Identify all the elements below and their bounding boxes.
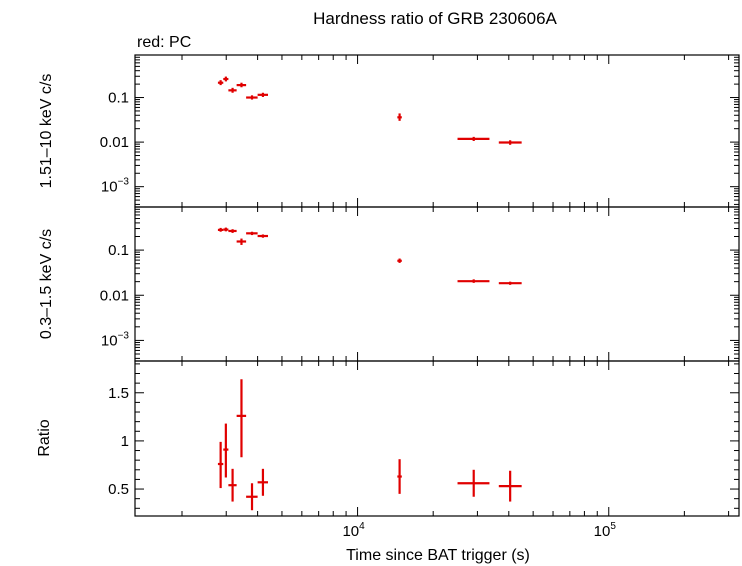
data-point — [246, 483, 258, 511]
panel-ratio: Ratio 0.5 1 1.5 — [36, 360, 740, 517]
data-point — [257, 234, 269, 238]
x-axis-label: Time since BAT trigger (s) — [346, 547, 530, 564]
data-point — [257, 92, 269, 97]
data-point — [246, 231, 258, 236]
chart-title: Hardness ratio of GRB 230606A — [313, 9, 557, 28]
data-point — [217, 441, 224, 489]
data-point — [246, 95, 258, 100]
y-tick-label: 0.01 — [100, 134, 129, 151]
data-point — [498, 140, 522, 145]
y-tick-label: 10−3 — [101, 330, 130, 349]
legend-note: red: PC — [137, 34, 191, 51]
data-point — [228, 87, 237, 93]
data-point — [457, 469, 490, 497]
y-tick-label: 0.5 — [108, 481, 129, 498]
y-tick-label: 0.1 — [108, 242, 129, 259]
data-point — [397, 113, 402, 121]
data-point — [397, 459, 402, 494]
x-tick-label: 104 — [342, 521, 365, 540]
x-tick-label: 105 — [594, 521, 617, 540]
data-point — [217, 80, 224, 86]
data-point — [217, 227, 224, 232]
data-point — [498, 470, 522, 502]
panel-soft-band: 0.3–1.5 keV c/s 0.1 0.01 10−3 — [38, 206, 740, 362]
data-point — [457, 279, 490, 283]
y-tick-label: 0.1 — [108, 90, 129, 107]
y-tick-label: 0.01 — [100, 287, 129, 304]
data-point — [257, 468, 269, 496]
data-point — [457, 136, 490, 141]
data-point — [236, 379, 247, 458]
y-tick-label: 10−3 — [101, 177, 130, 196]
data-point — [228, 229, 237, 233]
data-point — [498, 281, 522, 285]
y-tick-label: 1.5 — [108, 385, 129, 402]
y-tick-label: 1 — [121, 433, 129, 450]
data-point — [397, 258, 402, 263]
panel-ratio-frame — [134, 360, 740, 517]
panel-hard-y-label: 1.51–10 keV c/s — [38, 74, 55, 189]
panel-ratio-y-label: Ratio — [36, 419, 53, 456]
panel-soft-y-label: 0.3–1.5 keV c/s — [38, 229, 55, 339]
data-point — [236, 82, 247, 88]
data-point — [223, 76, 229, 82]
data-point — [223, 227, 229, 232]
data-point — [228, 468, 237, 502]
data-point — [223, 423, 229, 478]
data-point — [236, 238, 247, 245]
panel-hard-band: 1.51–10 keV c/s 0.1 0.01 10−3 — [38, 54, 740, 208]
x-tick-labels: 104 105 — [342, 521, 616, 540]
